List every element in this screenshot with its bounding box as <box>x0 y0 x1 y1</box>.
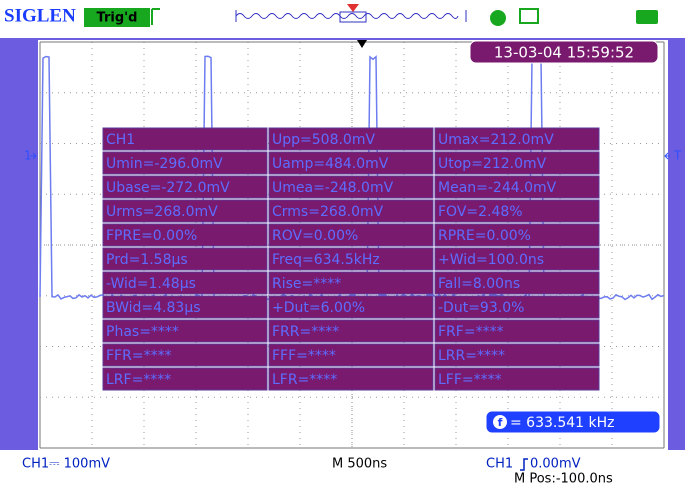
measurement-cell <box>268 367 434 391</box>
measurement-text: Mean=-244.0mV <box>438 180 557 196</box>
trig-icon <box>151 8 160 25</box>
measurement-cell <box>434 247 600 271</box>
measurement-cell <box>434 223 600 247</box>
ch1-scale: CH1⎓ 100mV <box>22 457 110 472</box>
measurement-text: Prd=1.58μs <box>106 252 188 268</box>
timebase: M 500ns <box>332 457 387 472</box>
measurement-cell <box>268 319 434 343</box>
measurement-cell <box>268 175 434 199</box>
measurement-text: CH1 <box>106 132 135 148</box>
measurement-text: +Wid=100.0ns <box>438 252 544 268</box>
measurement-cell <box>268 127 434 151</box>
measurement-text: Fall=8.00ns <box>438 276 520 292</box>
measurement-text: Umin=-296.0mV <box>106 156 223 172</box>
measurement-cell <box>268 271 434 295</box>
trigger-level: 0.00mV <box>530 457 581 472</box>
measurement-cell <box>434 343 600 367</box>
counter-icon-bg <box>493 415 507 429</box>
measurement-cell <box>102 271 268 295</box>
measurement-text: Freq=634.5kHz <box>272 252 380 268</box>
measurement-cell <box>434 175 600 199</box>
measurement-cell <box>268 151 434 175</box>
measurement-text: BWid=4.83μs <box>106 300 201 316</box>
measurement-cell <box>268 343 434 367</box>
measurement-text: FRR=**** <box>272 324 339 340</box>
measurement-text: RPRE=0.00% <box>438 228 531 244</box>
trigger-position <box>357 40 367 48</box>
measurement-text: Urms=268.0mV <box>106 204 218 220</box>
trigger-level-arrow <box>664 152 670 160</box>
measurement-table: CH1 Upp=508.0mV Umax=212.0mV Umin=-296.0mV U… <box>102 127 600 391</box>
brand: SIGLEN <box>4 5 76 26</box>
measurement-text: LRR=**** <box>438 348 505 364</box>
measurement-cell <box>268 247 434 271</box>
measurement-cell <box>102 319 268 343</box>
measurement-text: -Wid=1.48μs <box>106 276 196 292</box>
trigger-marker: T <box>673 149 682 163</box>
measurement-cell <box>102 295 268 319</box>
measurement-text: Upp=508.0mV <box>272 132 375 148</box>
datetime-box <box>469 40 659 64</box>
measurement-text: Crms=268.0mV <box>272 204 384 220</box>
measurement-text: LFR=**** <box>272 372 337 388</box>
measurement-cell <box>268 199 434 223</box>
channel-marker: 1 <box>24 149 32 163</box>
battery-icon <box>636 10 658 24</box>
channel-arrow <box>30 152 37 160</box>
measurement-text: FFR=**** <box>106 348 172 364</box>
measurement-cell <box>102 343 268 367</box>
measurement-text: ROV=0.00% <box>272 228 358 244</box>
measurement-cell <box>102 151 268 175</box>
measurement-cell <box>434 367 600 391</box>
memory-bar <box>235 10 467 22</box>
trig-status-box <box>84 8 150 27</box>
counter-icon: f <box>498 416 503 429</box>
measurement-cell <box>102 247 268 271</box>
measurement-cell <box>434 295 600 319</box>
measurement-cell <box>434 151 600 175</box>
usb-icon <box>490 10 506 26</box>
horizontal-position: M Pos:-100.0ns <box>514 472 613 487</box>
trigger-source: CH1 <box>486 457 513 472</box>
measurement-text: Uamp=484.0mV <box>272 156 389 172</box>
measurement-text: +Dut=6.00% <box>272 300 365 316</box>
counter-box <box>485 410 661 434</box>
measurement-text: Ubase=-272.0mV <box>106 180 230 196</box>
measurement-text: Rise=**** <box>272 276 341 292</box>
counter-reading: = 633.541 kHz <box>510 415 615 431</box>
measurement-text: Utop=212.0mV <box>438 156 547 172</box>
measurement-cell <box>268 223 434 247</box>
measurement-cell <box>102 127 268 151</box>
measurement-cell <box>434 319 600 343</box>
measurement-text: -Dut=93.0% <box>438 300 524 316</box>
measurement-text: Umax=212.0mV <box>438 132 554 148</box>
measurement-text: FFF=**** <box>272 348 336 364</box>
measurement-text: LFF=**** <box>438 372 502 388</box>
trigger-pointer <box>347 4 359 12</box>
measurement-cell <box>102 175 268 199</box>
measurement-cell <box>102 367 268 391</box>
edge-icon <box>520 458 528 471</box>
trig-status: Trig'd <box>97 11 138 26</box>
measurement-cell <box>434 127 600 151</box>
measurement-text: FPRE=0.00% <box>106 228 197 244</box>
measurement-text: Umea=-248.0mV <box>272 180 394 196</box>
measurement-cell <box>102 199 268 223</box>
status-bar <box>0 450 685 489</box>
print-icon <box>519 8 539 24</box>
measurement-text: LRF=**** <box>106 372 171 388</box>
measurement-cell <box>434 199 600 223</box>
measurement-text: FOV=2.48% <box>438 204 523 220</box>
datetime: 13-03-04 15:59:52 <box>494 44 634 62</box>
measurement-text: FRF=**** <box>438 324 504 340</box>
measurement-cell <box>268 295 434 319</box>
measurement-text: Phas=**** <box>106 324 179 340</box>
measurement-cell <box>434 271 600 295</box>
measurement-cell <box>102 223 268 247</box>
